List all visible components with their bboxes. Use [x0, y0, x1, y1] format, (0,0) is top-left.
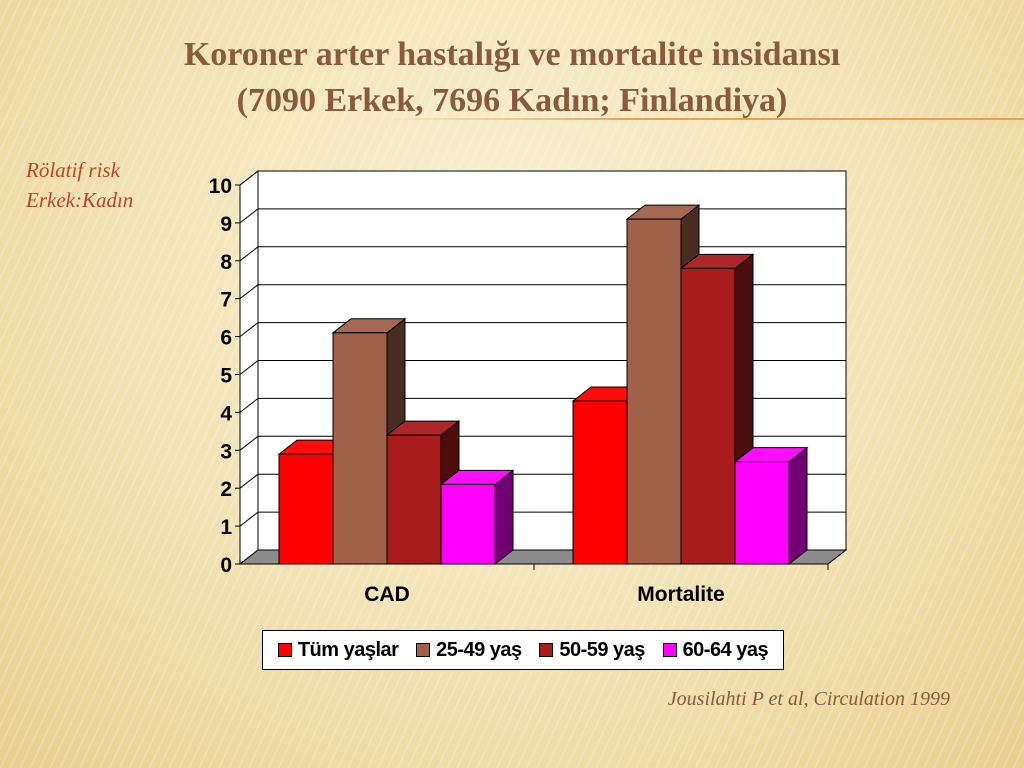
y-tick-label: 10 — [209, 175, 232, 198]
legend-label: 25-49 yaş — [436, 638, 522, 661]
legend-item: 25-49 yaş — [416, 639, 522, 662]
gridline-side — [239, 435, 259, 451]
bar-25-49 yaş-Mortalite — [626, 218, 682, 565]
bar-50-59 yaş-Mortalite — [680, 267, 736, 565]
bar-side-60-64 yaş — [494, 469, 514, 566]
bar-50-59 yaş-CAD — [386, 434, 442, 565]
bar-25-49 yaş-CAD — [332, 332, 388, 565]
legend-swatch — [662, 643, 677, 657]
y-tick-label: 1 — [220, 516, 232, 539]
legend-swatch — [277, 643, 292, 657]
gridline-side — [239, 208, 259, 224]
y-axis-label-line-1: Rölatif risk — [26, 158, 120, 182]
legend-label: Tüm yaşlar — [297, 638, 399, 661]
citation: Jousilahti P et al, Circulation 1999 — [667, 688, 950, 710]
y-tick-label: 0 — [220, 554, 232, 577]
bar-60-64 yaş-CAD — [440, 483, 496, 565]
title-line-1: Koroner arter hastalığı ve mortalite ins… — [183, 36, 841, 73]
legend-item: 50-59 yaş — [539, 639, 645, 662]
slide-title: Koroner arter hastalığı ve mortalite ins… — [0, 32, 1024, 124]
bar-Tüm yaşlar-Mortalite — [572, 400, 628, 565]
y-tick-label: 5 — [220, 365, 232, 388]
legend-label: 60-64 yaş — [682, 638, 769, 661]
bar-side-60-64 yaş — [788, 446, 808, 566]
gridline-side — [239, 170, 259, 186]
gridline-side — [239, 511, 259, 527]
y-tick-label: 3 — [220, 440, 232, 463]
gridline-side — [239, 360, 259, 375]
x-category-label: CAD — [364, 583, 410, 606]
bar-60-64 yaş-Mortalite — [734, 461, 790, 565]
y-tick-label: 8 — [220, 251, 232, 274]
bar-Tüm yaşlar-CAD — [278, 453, 334, 565]
title-divider — [380, 118, 1024, 120]
gridline-side — [239, 322, 259, 337]
gridline-side — [239, 284, 259, 300]
y-tick-label: 4 — [220, 402, 232, 425]
title-line-2: (7090 Erkek, 7696 Kadın; Finlandiya) — [236, 82, 788, 119]
y-axis-label: Rölatif risk Erkek:Kadın — [26, 155, 226, 215]
gridline-side — [239, 473, 259, 489]
legend-label: 50-59 yaş — [559, 638, 645, 661]
chart-legend: Tüm yaşlar 25-49 yaş 50-59 yaş 60-64 yaş — [262, 630, 784, 670]
legend-item: Tüm yaşlar — [277, 638, 399, 662]
y-tick-label: 7 — [220, 289, 232, 312]
y-tick-label: 9 — [220, 213, 232, 236]
legend-item: 60-64 yaş — [662, 638, 769, 662]
legend-swatch — [416, 643, 431, 657]
legend-swatch — [539, 643, 554, 657]
gridline-side — [239, 246, 259, 262]
x-category-label: Mortalite — [637, 583, 725, 606]
gridline-side — [239, 398, 259, 413]
y-axis-label-line-2: Erkek:Kadın — [26, 188, 134, 212]
y-tick-label: 2 — [220, 478, 232, 501]
y-tick-label: 6 — [220, 327, 232, 350]
